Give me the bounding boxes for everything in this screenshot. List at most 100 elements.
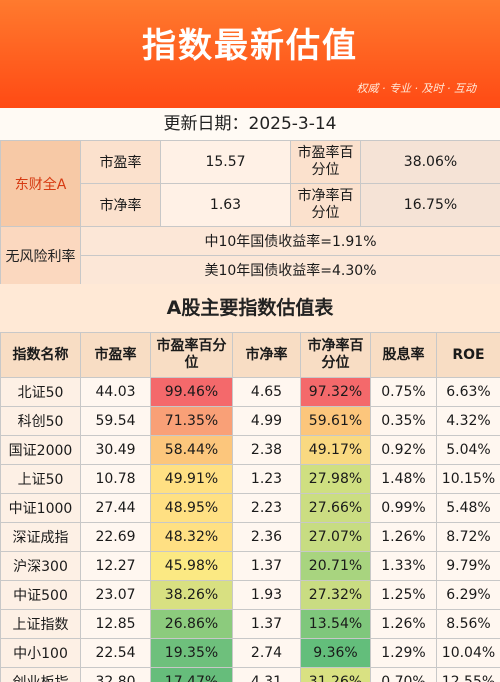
pe-percentile-cell: 71.35% (150, 406, 233, 436)
table-row: 中证1000 27.44 48.95% 2.23 27.66% 0.99% 5.48% (0, 493, 500, 523)
pb-value-cell: 1.23 (232, 464, 301, 494)
dividend-yield-cell: 1.26% (370, 522, 437, 552)
roe-cell: 8.56% (436, 609, 500, 639)
pe-percentile-cell: 48.32% (150, 522, 233, 552)
index-name-cell: 上证50 (0, 464, 81, 494)
market-label: 东财全A (0, 140, 81, 227)
header-pe: 市盈率 (80, 332, 151, 378)
header-pb: 市净率 (232, 332, 301, 378)
market-summary-table: 东财全A 市盈率 15.57 市盈率百分位 38.06% 市净率 1.63 市净… (0, 140, 500, 285)
pe-value-cell: 44.03 (80, 377, 151, 407)
dividend-yield-cell: 1.33% (370, 551, 437, 581)
table-row: 科创50 59.54 71.35% 4.99 59.61% 0.35% 4.32% (0, 406, 500, 436)
pe-value-cell: 10.78 (80, 464, 151, 494)
roe-cell: 6.29% (436, 580, 500, 610)
roe-cell: 10.15% (436, 464, 500, 494)
index-name-cell: 中证500 (0, 580, 81, 610)
title-banner: 指数最新估值 权威 · 专业 · 及时 · 互动 (0, 0, 500, 108)
risk-free-label: 无风险利率 (0, 226, 81, 285)
pe-label: 市盈率 (80, 140, 161, 184)
pb-percentile-label: 市净率百分位 (290, 183, 361, 227)
header-dividend-yield: 股息率 (370, 332, 437, 378)
pe-value-cell: 27.44 (80, 493, 151, 523)
pe-percentile-cell: 19.35% (150, 638, 233, 668)
pb-value: 1.63 (160, 183, 291, 227)
pe-value-cell: 32.80 (80, 667, 151, 682)
pe-percentile-cell: 17.47% (150, 667, 233, 682)
pe-percentile-cell: 99.46% (150, 377, 233, 407)
index-name-cell: 创业板指 (0, 667, 81, 682)
pb-value-cell: 4.99 (232, 406, 301, 436)
header-index-name: 指数名称 (0, 332, 81, 378)
pb-percentile-cell: 13.54% (300, 609, 371, 639)
pb-percentile-cell: 27.66% (300, 493, 371, 523)
pe-percentile-cell: 58.44% (150, 435, 233, 465)
pb-percentile-cell: 27.98% (300, 464, 371, 494)
pb-value-cell: 2.74 (232, 638, 301, 668)
pe-percentile-cell: 49.91% (150, 464, 233, 494)
us-bond-yield: 美10年国债收益率=4.30% (80, 255, 500, 285)
table-row: 上证50 10.78 49.91% 1.23 27.98% 1.48% 10.15% (0, 464, 500, 494)
roe-cell: 5.48% (436, 493, 500, 523)
pb-percentile-cell: 49.17% (300, 435, 371, 465)
pb-label: 市净率 (80, 183, 161, 227)
dividend-yield-cell: 0.99% (370, 493, 437, 523)
index-valuation-table: 指数名称 市盈率 市盈率百分位 市净率 市净率百分位 股息率 ROE 北证50 4… (0, 332, 500, 682)
roe-cell: 9.79% (436, 551, 500, 581)
index-name-cell: 科创50 (0, 406, 81, 436)
pe-value-cell: 30.49 (80, 435, 151, 465)
header-roe: ROE (436, 332, 500, 378)
pb-percentile-cell: 27.32% (300, 580, 371, 610)
roe-cell: 8.72% (436, 522, 500, 552)
dividend-yield-cell: 1.29% (370, 638, 437, 668)
roe-cell: 12.55% (436, 667, 500, 682)
index-name-cell: 国证2000 (0, 435, 81, 465)
pe-value-cell: 22.54 (80, 638, 151, 668)
pb-value-cell: 4.65 (232, 377, 301, 407)
pb-value-cell: 2.38 (232, 435, 301, 465)
table-row: 国证2000 30.49 58.44% 2.38 49.17% 0.92% 5.04% (0, 435, 500, 465)
index-name-cell: 中小100 (0, 638, 81, 668)
pb-value-cell: 1.37 (232, 609, 301, 639)
pb-percentile-cell: 97.32% (300, 377, 371, 407)
index-name-cell: 上证指数 (0, 609, 81, 639)
update-date: 更新日期：2025-3-14 (0, 108, 500, 140)
table-row: 沪深300 12.27 45.98% 1.37 20.71% 1.33% 9.79% (0, 551, 500, 581)
pe-percentile-value: 38.06% (360, 140, 500, 184)
pb-percentile-cell: 20.71% (300, 551, 371, 581)
header-pb-percentile: 市净率百分位 (300, 332, 371, 378)
pb-value-cell: 2.36 (232, 522, 301, 552)
dividend-yield-cell: 1.26% (370, 609, 437, 639)
table-title: A股主要指数估值表 (0, 284, 500, 332)
pe-percentile-cell: 38.26% (150, 580, 233, 610)
table-row: 深证成指 22.69 48.32% 2.36 27.07% 1.26% 8.72% (0, 522, 500, 552)
pe-percentile-cell: 48.95% (150, 493, 233, 523)
table-row: 北证50 44.03 99.46% 4.65 97.32% 0.75% 6.63% (0, 377, 500, 407)
dividend-yield-cell: 1.25% (370, 580, 437, 610)
dividend-yield-cell: 0.35% (370, 406, 437, 436)
pb-percentile-cell: 9.36% (300, 638, 371, 668)
header-pe-percentile: 市盈率百分位 (150, 332, 233, 378)
roe-cell: 6.63% (436, 377, 500, 407)
table-row: 中小100 22.54 19.35% 2.74 9.36% 1.29% 10.04% (0, 638, 500, 668)
banner-slogan: 权威 · 专业 · 及时 · 互动 (356, 82, 476, 95)
roe-cell: 10.04% (436, 638, 500, 668)
pe-value-cell: 12.27 (80, 551, 151, 581)
pb-percentile-cell: 59.61% (300, 406, 371, 436)
pe-value: 15.57 (160, 140, 291, 184)
pb-value-cell: 1.93 (232, 580, 301, 610)
index-name-cell: 中证1000 (0, 493, 81, 523)
roe-cell: 4.32% (436, 406, 500, 436)
table-row: 中证500 23.07 38.26% 1.93 27.32% 1.25% 6.29% (0, 580, 500, 610)
index-name-cell: 沪深300 (0, 551, 81, 581)
dividend-yield-cell: 0.92% (370, 435, 437, 465)
pb-value-cell: 1.37 (232, 551, 301, 581)
pb-value-cell: 4.31 (232, 667, 301, 682)
dividend-yield-cell: 1.48% (370, 464, 437, 494)
pe-percentile-label: 市盈率百分位 (290, 140, 361, 184)
dividend-yield-cell: 0.70% (370, 667, 437, 682)
table-row: 上证指数 12.85 26.86% 1.37 13.54% 1.26% 8.56% (0, 609, 500, 639)
pb-percentile-cell: 31.26% (300, 667, 371, 682)
dividend-yield-cell: 0.75% (370, 377, 437, 407)
